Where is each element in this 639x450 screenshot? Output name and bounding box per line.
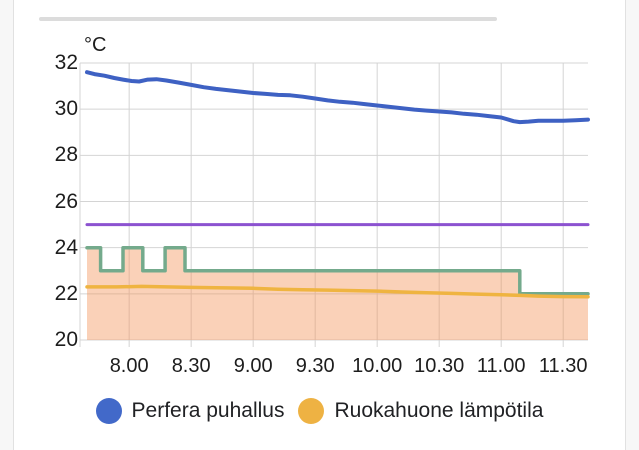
setpoint-steps-line [85, 245, 590, 296]
y-axis-unit-label: °C [84, 34, 107, 56]
y-tick-label: 26 [54, 189, 78, 213]
legend-item[interactable]: Ruokahuone lämpötila [298, 397, 543, 425]
legend-label: Perfera puhallus [131, 399, 285, 422]
x-tick-label: 9.30 [295, 355, 335, 377]
y-tick-label: 28 [54, 143, 78, 167]
y-tick-label: 22 [54, 281, 78, 305]
x-tick-label: 8.30 [171, 355, 211, 377]
x-tick-label: 10.30 [414, 355, 465, 377]
x-tick-label: 11.30 [538, 355, 588, 377]
y-tick-label: 20 [54, 328, 78, 351]
perfera-puhallus-line [85, 70, 590, 125]
legend-label: Ruokahuone lämpötila [334, 399, 544, 422]
x-tick-label: 11.00 [476, 355, 526, 377]
y-tick-label: 24 [54, 235, 78, 259]
x-tick-label: 9.00 [233, 355, 273, 377]
ruokahuone-lampotila-line [85, 284, 590, 299]
chart-legend: Perfera puhallus Ruokahuone lämpötila [0, 397, 639, 425]
top-divider [39, 17, 497, 21]
setpoint-steps-area [87, 247, 588, 340]
left-gutter [0, 0, 14, 450]
legend-dot-icon [95, 398, 122, 424]
legend-item[interactable]: Perfera puhallus [95, 397, 285, 425]
y-tick-label: 30 [54, 97, 78, 121]
x-tick-label: 8.00 [109, 355, 149, 377]
right-gutter [625, 0, 639, 450]
x-tick-label: 10.00 [352, 355, 403, 377]
legend-dot-icon [298, 398, 325, 424]
y-tick-label: 32 [54, 51, 78, 74]
